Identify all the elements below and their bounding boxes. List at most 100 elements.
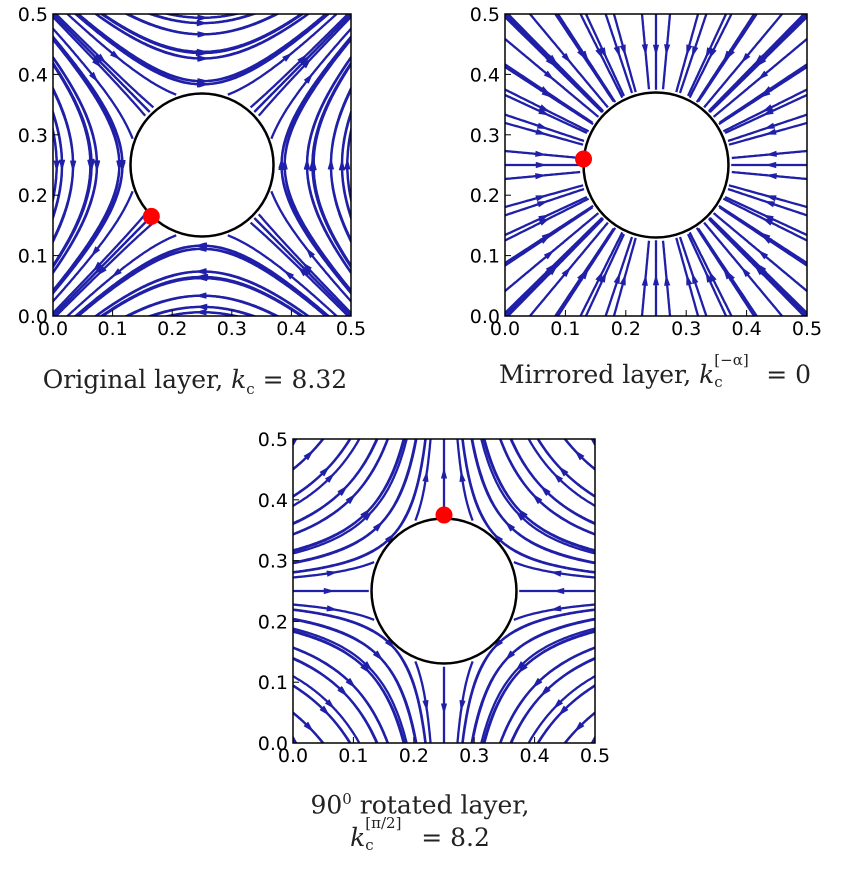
plot-original: 0.0 0.1 0.2 0.3 0.4 0.5 0.0 0.1 0.2 0.3 0.4 0.5 bbox=[0, 0, 380, 340]
mirrored-arrow-79 bbox=[761, 235, 773, 244]
rotated-arrow-78 bbox=[553, 699, 564, 710]
mirrored-arrow-27 bbox=[535, 150, 547, 157]
rotated-arrow-39 bbox=[319, 466, 330, 477]
rotated-arrow-27 bbox=[326, 570, 338, 577]
original-ytick-label-5: 0.5 bbox=[18, 4, 48, 26]
mirrored-arrow-19 bbox=[535, 195, 547, 202]
rotated-arrow-44 bbox=[574, 450, 585, 461]
original-arrow-4 bbox=[297, 266, 308, 277]
original-xtick-label-5: 0.5 bbox=[336, 318, 366, 340]
mirrored-arrow-58 bbox=[538, 217, 551, 226]
original-arrow-2 bbox=[92, 57, 102, 69]
mirrored-arrow-75 bbox=[761, 104, 774, 113]
mirrored-arrow-59 bbox=[538, 104, 551, 113]
streamplot-mirrored: 0.0 0.1 0.2 0.3 0.4 0.5 0.0 0.1 0.2 0.3 0.4 0.5 bbox=[470, 4, 822, 340]
rotated-arrow-37 bbox=[558, 705, 569, 716]
mirrored-ytick-label-4: 0.4 bbox=[470, 64, 500, 86]
original-xtick-label-1: 0.1 bbox=[97, 318, 127, 340]
mirrored-arrow-18 bbox=[619, 44, 626, 56]
rotated-arrow-7 bbox=[303, 721, 314, 732]
mirrored-arrow-41 bbox=[740, 266, 751, 278]
mirrored-arrow-67 bbox=[652, 44, 660, 56]
mirrored-arrow-69 bbox=[708, 270, 717, 283]
mirrored-arrow-7 bbox=[543, 249, 555, 260]
mirrored-arrow-77 bbox=[726, 48, 735, 60]
original-arrow-35 bbox=[70, 160, 77, 173]
caption-mirrored-value: = 0 bbox=[766, 360, 812, 389]
rotated-inclusion-circle bbox=[370, 517, 518, 665]
original-red-marker bbox=[142, 207, 160, 225]
original-arrow-70 bbox=[282, 52, 293, 62]
rotated-streamline-30 bbox=[483, 439, 595, 553]
caption-mirrored-k: k bbox=[699, 360, 715, 389]
rotated-arrow-83 bbox=[531, 493, 542, 504]
original-arrow-47 bbox=[96, 53, 107, 64]
rotated-ytick-label-3: 0.3 bbox=[258, 551, 288, 573]
streamplot-rotated: 0.0 0.1 0.2 0.3 0.4 0.5 0.0 0.1 0.2 0.3 0.4 0.5 bbox=[258, 429, 610, 767]
rotated-ytick-label-2: 0.2 bbox=[258, 611, 288, 633]
mirrored-arrow-81 bbox=[765, 161, 777, 169]
caption-original: Original layer, kc = 8.32 bbox=[30, 365, 360, 398]
mirrored-arrow-28 bbox=[765, 150, 777, 157]
original-arrow-58 bbox=[90, 246, 101, 257]
mirrored-arrow-20 bbox=[765, 195, 777, 202]
mirrored-arrow-63 bbox=[595, 270, 604, 283]
original-streamline-35 bbox=[53, 87, 75, 245]
rotated-arrow-52 bbox=[323, 587, 335, 595]
rotated-xtick-label-2: 0.2 bbox=[399, 745, 429, 767]
mirrored-arrow-50 bbox=[539, 235, 551, 244]
original-arrow-26 bbox=[197, 14, 210, 21]
mirrored-xtick-label-4: 0.4 bbox=[731, 318, 761, 340]
rotated-arrow-79 bbox=[531, 678, 542, 689]
original-arrow-1 bbox=[92, 261, 103, 272]
caption-rotated: 900 rotated layer, k [π/2] c = 8.2 bbox=[250, 790, 590, 855]
original-ytick-label-0: 0.0 bbox=[18, 306, 48, 328]
rotated-arrow-60 bbox=[362, 510, 373, 521]
mirrored-arrow-31 bbox=[535, 128, 547, 135]
caption-rotated-sub: c bbox=[365, 836, 374, 855]
rotated-arrow-75 bbox=[493, 533, 504, 544]
mirrored-xtick-label-3: 0.3 bbox=[671, 318, 701, 340]
rotated-streamline-79 bbox=[498, 646, 595, 743]
original-streamline-34 bbox=[124, 14, 279, 36]
mirrored-ytick-label-0: 0.0 bbox=[470, 306, 500, 328]
mirrored-arrow-84 bbox=[756, 54, 767, 65]
rotated-xtick-label-4: 0.4 bbox=[519, 745, 549, 767]
caption-rotated-line2: k [π/2] c = 8.2 bbox=[250, 814, 590, 855]
rotated-arrow-65 bbox=[372, 521, 383, 532]
caption-mirrored-sup: [−α] bbox=[714, 351, 749, 369]
caption-rotated-line1: 900 rotated layer, bbox=[250, 790, 590, 819]
mirrored-arrow-23 bbox=[535, 173, 547, 180]
streamplot-original: 0.0 0.1 0.2 0.3 0.4 0.5 0.0 0.1 0.2 0.3 0.4 0.5 bbox=[18, 4, 366, 340]
original-arrow-31 bbox=[58, 159, 66, 171]
rotated-streamline-28 bbox=[513, 561, 595, 579]
original-arrow-82 bbox=[303, 158, 311, 170]
mirrored-arrow-62 bbox=[613, 272, 621, 285]
mirrored-arrow-64 bbox=[595, 47, 604, 60]
original-arrow-27 bbox=[53, 160, 60, 172]
rotated-arrow-23 bbox=[326, 605, 338, 612]
rotated-arrow-74 bbox=[493, 638, 504, 649]
mirrored-ytick-label-5: 0.5 bbox=[470, 4, 500, 26]
mirrored-arrow-24 bbox=[765, 173, 777, 180]
mirrored-arrow-17 bbox=[619, 274, 626, 286]
rotated-streamline-17 bbox=[293, 629, 405, 743]
rotated-streamline-22 bbox=[414, 439, 432, 522]
mirrored-red-marker bbox=[575, 150, 593, 168]
rotated-arrow-73 bbox=[515, 661, 526, 672]
original-arrow-33 bbox=[194, 292, 207, 299]
mirrored-arrow-30 bbox=[686, 44, 693, 56]
original-arrow-57 bbox=[94, 264, 105, 275]
rotated-arrow-40 bbox=[558, 466, 569, 477]
rotated-streamline-20 bbox=[482, 630, 595, 743]
original-arrow-66 bbox=[196, 275, 208, 282]
original-xtick-label-2: 0.2 bbox=[157, 318, 187, 340]
caption-mirrored-sub: c bbox=[714, 373, 723, 391]
original-arrow-53 bbox=[93, 161, 101, 173]
original-streamline-29 bbox=[146, 305, 257, 316]
rotated-arrow-64 bbox=[385, 533, 395, 544]
mirrored-axes-frame bbox=[504, 13, 808, 317]
caption-rotated-sup: [π/2] bbox=[365, 814, 402, 833]
original-streamline-32 bbox=[340, 110, 351, 222]
rotated-streamline-24 bbox=[513, 603, 595, 621]
